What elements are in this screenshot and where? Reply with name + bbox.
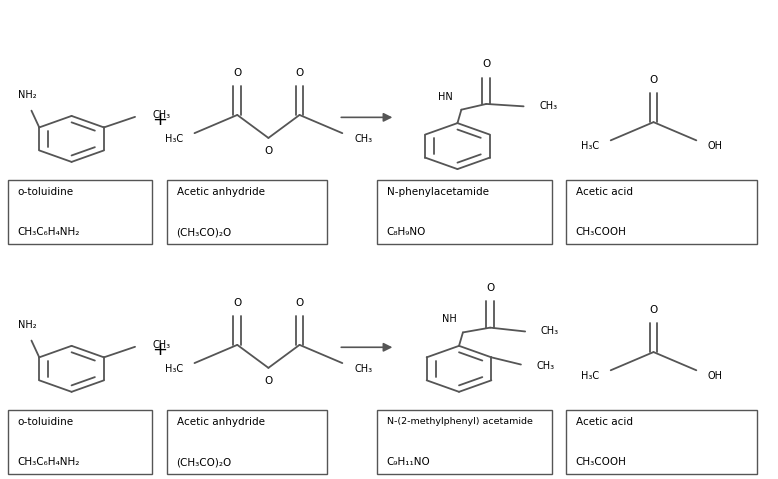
Text: CH₃COOH: CH₃COOH xyxy=(576,228,626,237)
Text: CH₃C₆H₄NH₂: CH₃C₆H₄NH₂ xyxy=(17,228,79,237)
Text: O: O xyxy=(482,59,490,69)
Text: CH₃COOH: CH₃COOH xyxy=(576,457,626,467)
Text: H₃C: H₃C xyxy=(581,371,599,381)
Text: OH: OH xyxy=(708,371,723,381)
Text: o-toluidine: o-toluidine xyxy=(17,187,73,196)
Bar xyxy=(8,180,152,244)
Text: Acetic acid: Acetic acid xyxy=(576,417,633,426)
Text: (CH₃CO)₂O: (CH₃CO)₂O xyxy=(177,457,232,467)
Text: O: O xyxy=(486,283,494,293)
Text: +: + xyxy=(152,111,167,129)
Text: HN: HN xyxy=(439,92,453,102)
Text: O: O xyxy=(296,298,303,308)
Text: Acetic anhydride: Acetic anhydride xyxy=(177,187,265,196)
Text: O: O xyxy=(265,376,272,386)
Text: NH: NH xyxy=(442,314,456,324)
Text: (CH₃CO)₂O: (CH₃CO)₂O xyxy=(177,228,232,237)
Text: CH₃: CH₃ xyxy=(541,327,559,336)
Text: Acetic acid: Acetic acid xyxy=(576,187,633,196)
Text: OH: OH xyxy=(708,141,723,151)
Text: o-toluidine: o-toluidine xyxy=(17,417,73,426)
Text: O: O xyxy=(650,75,657,85)
Text: NH₂: NH₂ xyxy=(18,90,37,100)
Text: CH₃: CH₃ xyxy=(355,364,373,374)
Bar xyxy=(566,410,757,474)
Text: H₃C: H₃C xyxy=(165,364,183,374)
Text: O: O xyxy=(265,146,272,156)
Text: C₈H₉NO: C₈H₉NO xyxy=(387,228,426,237)
Bar xyxy=(167,180,327,244)
Text: C₉H₁₁NO: C₉H₁₁NO xyxy=(387,457,430,467)
Text: CH₃: CH₃ xyxy=(537,361,555,371)
Text: H₃C: H₃C xyxy=(581,141,599,151)
Text: N-phenylacetamide: N-phenylacetamide xyxy=(387,187,489,196)
Text: O: O xyxy=(233,298,241,308)
Text: CH₃: CH₃ xyxy=(152,341,170,350)
Text: O: O xyxy=(650,305,657,315)
Bar xyxy=(566,180,757,244)
Text: CH₃: CH₃ xyxy=(539,102,557,111)
Text: H₃C: H₃C xyxy=(165,134,183,144)
Text: +: + xyxy=(152,341,167,359)
Text: N-(2-methylphenyl) acetamide: N-(2-methylphenyl) acetamide xyxy=(387,417,532,426)
Text: CH₃: CH₃ xyxy=(152,111,170,120)
Bar xyxy=(8,410,152,474)
Bar xyxy=(167,410,327,474)
Text: NH₂: NH₂ xyxy=(18,320,37,330)
Text: O: O xyxy=(233,68,241,78)
Text: O: O xyxy=(296,68,303,78)
Bar xyxy=(377,410,552,474)
Bar xyxy=(377,180,552,244)
Text: CH₃: CH₃ xyxy=(355,134,373,144)
Text: Acetic anhydride: Acetic anhydride xyxy=(177,417,265,426)
Text: CH₃C₆H₄NH₂: CH₃C₆H₄NH₂ xyxy=(17,457,79,467)
